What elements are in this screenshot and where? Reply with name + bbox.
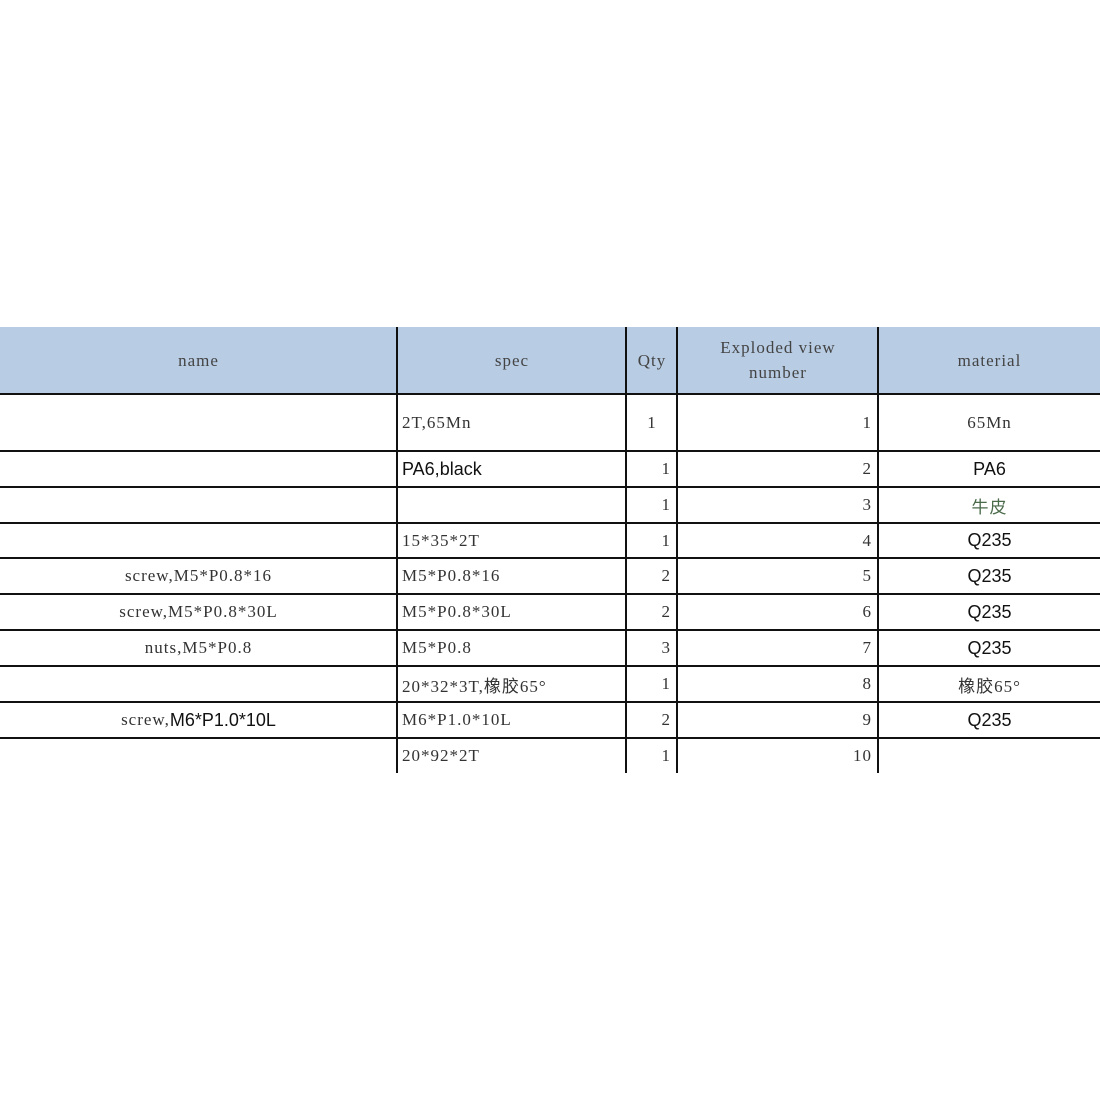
cell-exploded-view-number: 6 <box>676 595 878 629</box>
cell-spec: M6*P1.0*10L <box>396 703 626 737</box>
cell-exploded-view-number: 3 <box>676 488 878 522</box>
cell-name <box>0 739 397 773</box>
cell-spec: 2T,65Mn <box>396 395 626 450</box>
cell-material: PA6 <box>877 452 1100 486</box>
cell-name <box>0 488 397 522</box>
cell-name <box>0 452 397 486</box>
cell-qty: 1 <box>625 488 677 522</box>
cell-spec: 20*92*2T <box>396 739 626 773</box>
cell-spec: M5*P0.8 <box>396 631 626 665</box>
table-row: 15*35*2T 1 4 Q235 <box>0 524 1100 559</box>
cell-spec: M5*P0.8*16 <box>396 559 626 593</box>
header-exploded-view-number: Exploded view number <box>676 327 878 393</box>
cell-exploded-view-number: 10 <box>676 739 878 773</box>
cell-name: nuts,M5*P0.8 <box>144 638 253 657</box>
cell-qty: 2 <box>625 703 677 737</box>
cell-spec: 15*35*2T <box>396 524 626 557</box>
cell-name <box>0 395 397 450</box>
cell-qty: 1 <box>625 739 677 773</box>
cell-material: Q235 <box>877 559 1100 593</box>
table-row: screw, M6*P1.0*10L M6*P1.0*10L 2 9 Q235 <box>0 703 1100 739</box>
cell-material: Q235 <box>877 524 1100 557</box>
header-material: material <box>877 327 1100 393</box>
cell-exploded-view-number: 9 <box>676 703 878 737</box>
cell-material: Q235 <box>877 703 1100 737</box>
cell-material: 牛皮 <box>877 488 1100 522</box>
cell-material: 65Mn <box>877 395 1100 450</box>
cell-material <box>877 739 1100 773</box>
cell-qty: 2 <box>625 595 677 629</box>
cell-qty: 1 <box>625 395 677 450</box>
cell-name <box>0 524 397 557</box>
cell-material: Q235 <box>877 631 1100 665</box>
cell-exploded-view-number: 5 <box>676 559 878 593</box>
cell-spec: M5*P0.8*30L <box>396 595 626 629</box>
cell-exploded-view-number: 8 <box>676 667 878 701</box>
cell-exploded-view-number: 4 <box>676 524 878 557</box>
table-row: 2T,65Mn 1 1 65Mn <box>0 395 1100 452</box>
table-row: 1 3 牛皮 <box>0 488 1100 524</box>
cell-exploded-view-number: 7 <box>676 631 878 665</box>
cell-material: 橡胶65° <box>877 667 1100 701</box>
cell-name: screw,M5*P0.8*16 <box>124 566 273 585</box>
cell-spec <box>396 488 626 522</box>
cell-material: Q235 <box>877 595 1100 629</box>
header-exploded-line1: Exploded view <box>720 338 836 357</box>
table-row: 20*92*2T 1 10 <box>0 739 1100 773</box>
cell-spec: PA6,black <box>396 452 626 486</box>
table-header: name spec Qty Exploded view number mater… <box>0 327 1100 395</box>
name-part: screw, <box>121 710 170 729</box>
table-row: screw,M5*P0.8*16 M5*P0.8*16 2 5 Q235 <box>0 559 1100 595</box>
name-part: M6*P1.0*10L <box>169 709 276 730</box>
cell-qty: 3 <box>625 631 677 665</box>
cell-name <box>0 667 397 701</box>
header-name: name <box>178 350 219 370</box>
cell-qty: 2 <box>625 559 677 593</box>
cell-spec: 20*32*3T,橡胶65° <box>396 667 626 701</box>
table-row: nuts,M5*P0.8 M5*P0.8 3 7 Q235 <box>0 631 1100 667</box>
cell-name: screw,M5*P0.8*30L <box>119 602 278 621</box>
table-row: 20*32*3T,橡胶65° 1 8 橡胶65° <box>0 667 1100 703</box>
cell-exploded-view-number: 1 <box>676 395 878 450</box>
cell-name: screw, M6*P1.0*10L <box>0 703 397 737</box>
header-exploded-line2: number <box>749 363 807 382</box>
cell-qty: 1 <box>625 524 677 557</box>
table-row: screw,M5*P0.8*30L M5*P0.8*30L 2 6 Q235 <box>0 595 1100 631</box>
cell-qty: 1 <box>625 667 677 701</box>
header-qty: Qty <box>625 327 677 393</box>
header-spec: spec <box>396 327 626 393</box>
cell-exploded-view-number: 2 <box>676 452 878 486</box>
cell-qty: 1 <box>625 452 677 486</box>
table-row: PA6,black 1 2 PA6 <box>0 452 1100 488</box>
